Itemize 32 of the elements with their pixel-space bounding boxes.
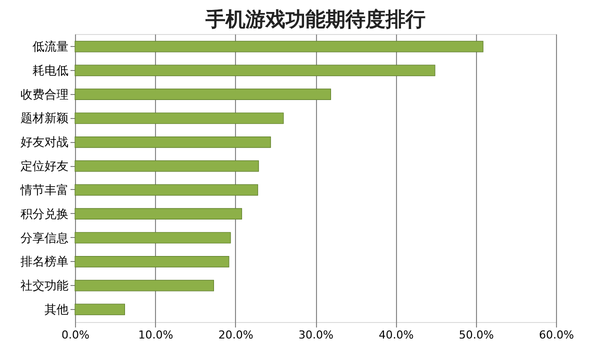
y-tick-label: 社交功能: [20, 278, 68, 293]
x-tick-label: 20.0%: [218, 328, 254, 342]
x-tick-label: 30.0%: [298, 328, 334, 342]
y-tick-label: 好友对战: [20, 135, 68, 150]
y-tick-label: 题材新颖: [20, 111, 68, 126]
bar: [74, 232, 231, 244]
bar: [74, 112, 284, 124]
bar: [74, 136, 271, 148]
chart-title: 手机游戏功能期待度排行: [204, 7, 426, 31]
x-tick-label: 60.0%: [539, 328, 574, 342]
bar: [74, 280, 214, 292]
y-tick-label: 分享信息: [20, 230, 68, 245]
y-tick-label: 耗电低: [32, 63, 68, 78]
bar: [74, 40, 484, 52]
bar: [74, 88, 332, 100]
bar: [74, 208, 242, 220]
x-tick-label: 10.0%: [138, 328, 174, 342]
y-tick-label: 定位好友: [20, 159, 68, 174]
bar: [74, 256, 230, 268]
x-tick-label: 0.0%: [62, 328, 90, 342]
y-tick-label: 情节丰富: [20, 182, 68, 197]
x-tick-label: 50.0%: [458, 328, 494, 342]
y-tick-label: 低流量: [32, 40, 68, 54]
bar: [74, 160, 259, 172]
y-tick-label: 其他: [44, 302, 68, 316]
y-tick-label: 收费合理: [20, 87, 68, 102]
y-tick-label: 排名榜单: [20, 254, 68, 269]
bar: [74, 304, 126, 316]
y-tick-label: 积分兑换: [20, 206, 68, 221]
x-tick-label: 40.0%: [378, 328, 414, 342]
bar: [74, 184, 258, 196]
bar: [74, 64, 436, 76]
